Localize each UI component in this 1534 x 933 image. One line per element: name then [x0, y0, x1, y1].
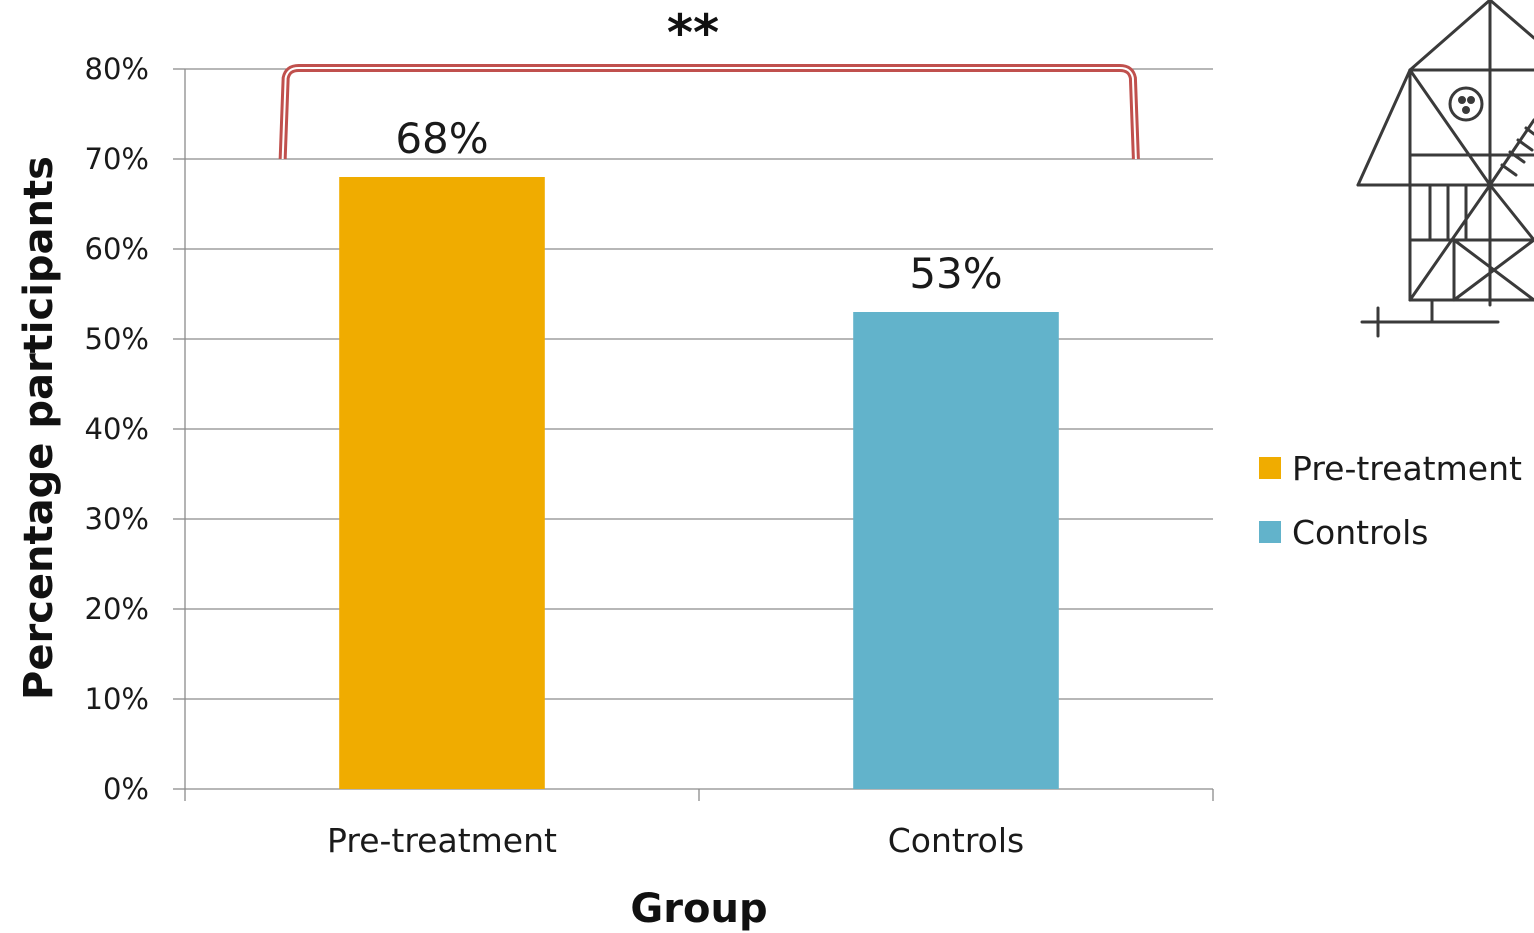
significance-bracket: ** — [278, 4, 1140, 160]
y-tick-label: 60% — [85, 232, 149, 266]
bar-pre-treatment — [339, 177, 545, 789]
y-tick-label: 40% — [85, 412, 149, 446]
legend-label: Pre-treatment — [1292, 449, 1522, 488]
data-labels: 68% 53% — [395, 114, 1002, 298]
legend: Pre-treatment Controls — [1259, 449, 1522, 552]
bar-controls — [853, 312, 1059, 789]
y-axis-title: Percentage participants — [16, 156, 62, 700]
y-tick-label: 80% — [85, 52, 149, 86]
y-tick-label: 30% — [85, 502, 149, 536]
legend-swatch — [1259, 457, 1281, 479]
x-tick-label: Controls — [888, 821, 1024, 860]
data-label: 53% — [909, 249, 1002, 298]
y-tick-label: 0% — [103, 772, 149, 806]
significance-label: ** — [667, 4, 719, 62]
data-label: 68% — [395, 114, 488, 163]
legend-label: Controls — [1292, 513, 1428, 552]
y-tick-label: 70% — [85, 142, 149, 176]
complex-figure-drawing-icon — [1356, 0, 1534, 338]
x-tick-label: Pre-treatment — [327, 821, 557, 860]
x-axis-title: Group — [630, 886, 767, 932]
significance-bracket-highlight — [281, 67, 1137, 160]
category-labels: Pre-treatment Controls — [327, 821, 1024, 860]
legend-swatch — [1259, 521, 1281, 543]
y-tick-labels: 0% 10% 20% 30% 40% 50% 60% 70% 80% — [85, 52, 149, 806]
bars — [339, 177, 1059, 789]
y-tick-label: 20% — [85, 592, 149, 626]
y-tick-label: 50% — [85, 322, 149, 356]
y-tick-label: 10% — [85, 682, 149, 716]
